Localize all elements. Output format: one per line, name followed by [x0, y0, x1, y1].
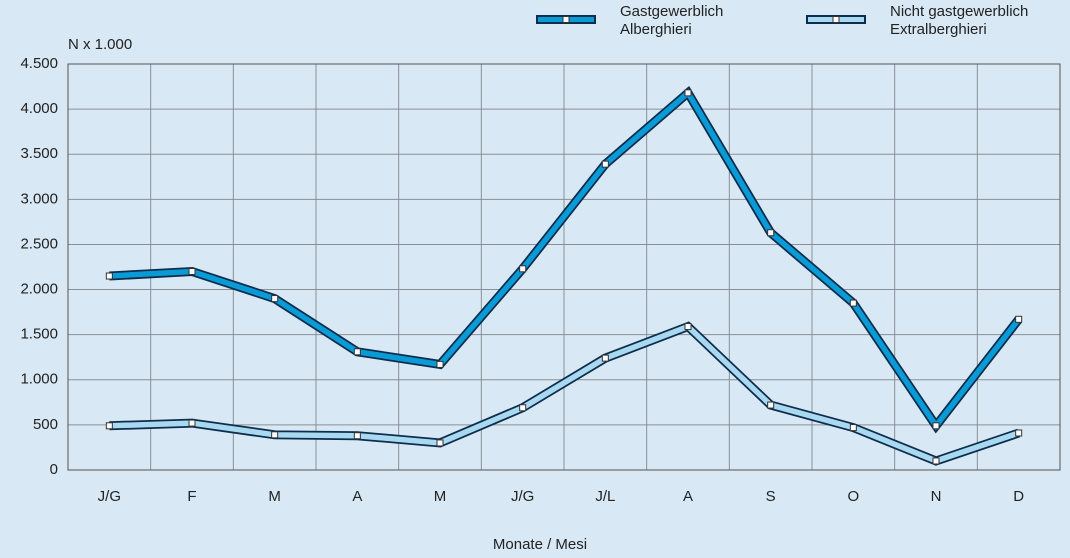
y-tick-label: 1.000: [20, 371, 58, 388]
x-tick-label: J/G: [98, 488, 121, 505]
point-marker: [353, 432, 361, 440]
point-marker: [601, 354, 609, 362]
point-marker: [519, 265, 527, 273]
y-tick-label: 2.000: [20, 281, 58, 298]
point-marker: [188, 419, 196, 427]
series-line: [109, 88, 1021, 431]
point-marker: [849, 299, 857, 307]
series-line: [109, 323, 1020, 464]
point-marker: [684, 323, 692, 331]
x-tick-label: O: [847, 488, 859, 505]
point-marker: [684, 89, 692, 97]
x-tick-label: M: [268, 488, 281, 505]
point-marker: [849, 424, 857, 432]
point-marker: [436, 360, 444, 368]
legend-label: Gastgewerblich Alberghieri: [620, 3, 724, 38]
point-marker: [105, 272, 113, 280]
x-axis-label: Monate / Mesi: [493, 536, 587, 553]
point-marker: [519, 404, 527, 412]
y-tick-label: 3.500: [20, 145, 58, 162]
x-tick-label: J/L: [595, 488, 615, 505]
point-marker: [188, 268, 196, 276]
y-tick-label: 4.000: [20, 100, 58, 117]
point-marker: [932, 457, 940, 465]
x-tick-label: F: [187, 488, 196, 505]
legend-marker: [562, 16, 570, 23]
y-tick-label: 500: [33, 416, 58, 433]
y-axis-label: N x 1.000: [68, 36, 132, 53]
x-tick-label: A: [352, 488, 362, 505]
point-marker: [767, 401, 775, 409]
y-tick-label: 3.000: [20, 190, 58, 207]
point-marker: [767, 229, 775, 237]
point-marker: [353, 348, 361, 356]
point-marker: [601, 160, 609, 168]
x-tick-label: J/G: [511, 488, 534, 505]
point-marker: [271, 295, 279, 303]
y-tick-label: 4.500: [20, 55, 58, 72]
x-tick-label: N: [931, 488, 942, 505]
legend-label: Nicht gastgewerblich Extralberghieri: [890, 3, 1029, 38]
x-tick-label: S: [766, 488, 776, 505]
plot-frame: [67, 63, 1061, 471]
x-tick-label: M: [434, 488, 447, 505]
point-marker: [105, 422, 113, 430]
point-marker: [1015, 315, 1023, 323]
point-marker: [1015, 429, 1023, 437]
x-tick-label: D: [1013, 488, 1024, 505]
x-tick-label: A: [683, 488, 693, 505]
y-tick-label: 2.500: [20, 235, 58, 252]
point-marker: [932, 422, 940, 430]
point-marker: [271, 431, 279, 439]
y-tick-label: 1.500: [20, 326, 58, 343]
y-tick-label: 0: [50, 461, 58, 478]
point-marker: [436, 439, 444, 447]
legend-marker: [832, 16, 840, 23]
